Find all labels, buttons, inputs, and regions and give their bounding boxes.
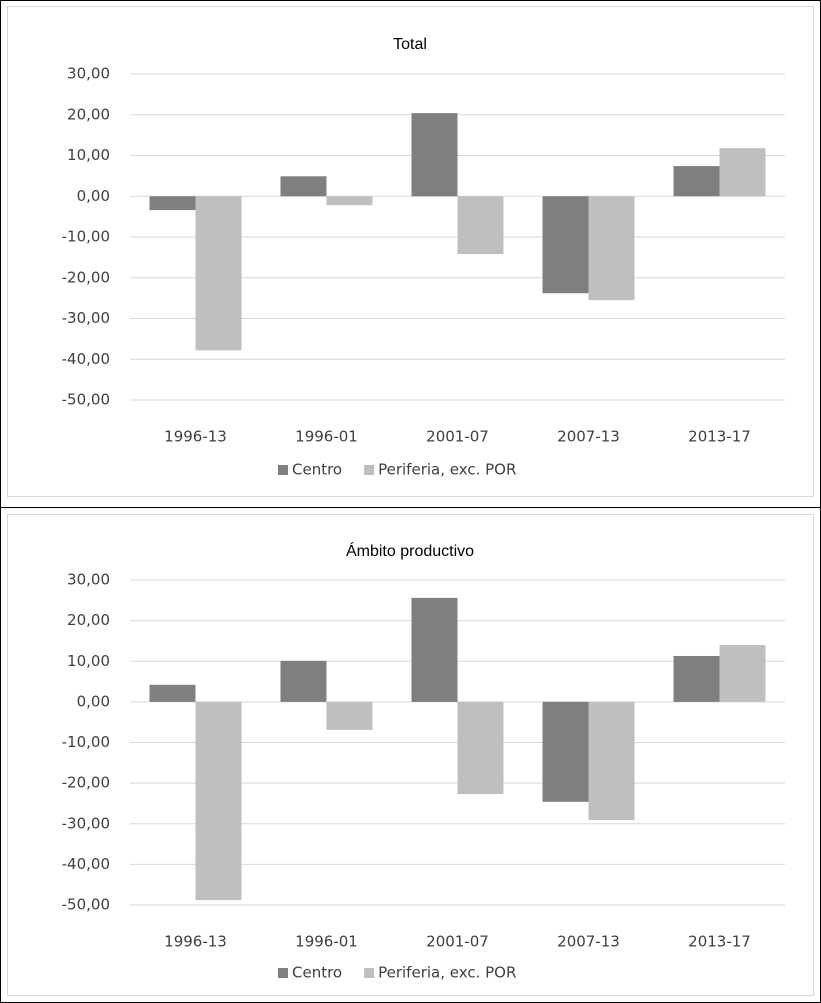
bar — [673, 655, 720, 702]
legend-swatch — [364, 968, 375, 978]
y-tick-label: 30,00 — [67, 65, 110, 83]
y-tick-label: 10,00 — [67, 146, 110, 164]
x-tick-label: 2013-17 — [688, 428, 751, 446]
x-tick-label: 2007-13 — [557, 933, 620, 951]
x-tick-label: 1996-01 — [295, 933, 358, 951]
bar — [542, 701, 589, 802]
x-tick-label: 1996-13 — [164, 428, 227, 446]
bar — [588, 701, 635, 821]
y-tick-label: 10,00 — [67, 652, 110, 670]
legend-label: Periferia, exc. POR — [378, 461, 516, 479]
bar — [411, 597, 458, 702]
chart-area — [7, 6, 814, 497]
y-tick-label: -20,00 — [62, 774, 110, 792]
bar — [457, 701, 504, 795]
y-tick-label: -40,00 — [62, 855, 110, 873]
y-tick-label: -40,00 — [62, 350, 110, 368]
bar — [588, 196, 635, 301]
x-tick-label: 2013-17 — [688, 933, 751, 951]
y-tick-label: 0,00 — [77, 187, 110, 205]
legend-swatch — [278, 968, 288, 978]
y-tick-label: 30,00 — [67, 571, 110, 589]
bar — [457, 196, 504, 255]
bar — [149, 196, 196, 211]
bar — [542, 196, 589, 294]
x-tick-label: 1996-13 — [164, 933, 227, 951]
chart-title: Total — [393, 36, 427, 53]
chart-area — [7, 514, 814, 996]
bar — [195, 701, 242, 901]
bar — [149, 684, 196, 702]
legend-label: Centro — [292, 964, 342, 982]
legend-label: Periferia, exc. POR — [378, 964, 516, 982]
bar — [280, 660, 327, 702]
bar — [195, 196, 242, 351]
bar — [326, 196, 373, 206]
x-tick-label: 2007-13 — [557, 428, 620, 446]
y-tick-label: 0,00 — [77, 692, 110, 710]
bar — [719, 148, 766, 197]
x-tick-label: 1996-01 — [295, 428, 358, 446]
bar — [411, 113, 458, 197]
bar — [719, 645, 766, 702]
y-tick-label: -50,00 — [62, 896, 110, 914]
y-tick-label: -30,00 — [62, 309, 110, 327]
bar — [280, 176, 327, 197]
bar — [326, 701, 373, 730]
chart-title: Ámbito productivo — [346, 541, 474, 560]
y-tick-label: -10,00 — [62, 733, 110, 751]
y-tick-label: -20,00 — [62, 268, 110, 286]
y-tick-label: -30,00 — [62, 814, 110, 832]
legend-swatch — [364, 465, 375, 475]
y-tick-label: -50,00 — [62, 391, 110, 409]
legend-swatch — [278, 465, 288, 475]
y-tick-label: 20,00 — [67, 611, 110, 629]
x-tick-label: 2001-07 — [426, 933, 489, 951]
y-tick-label: -10,00 — [62, 228, 110, 246]
legend-label: Centro — [292, 461, 342, 479]
y-tick-label: 20,00 — [67, 105, 110, 123]
bar — [673, 166, 720, 197]
x-tick-label: 2001-07 — [426, 428, 489, 446]
